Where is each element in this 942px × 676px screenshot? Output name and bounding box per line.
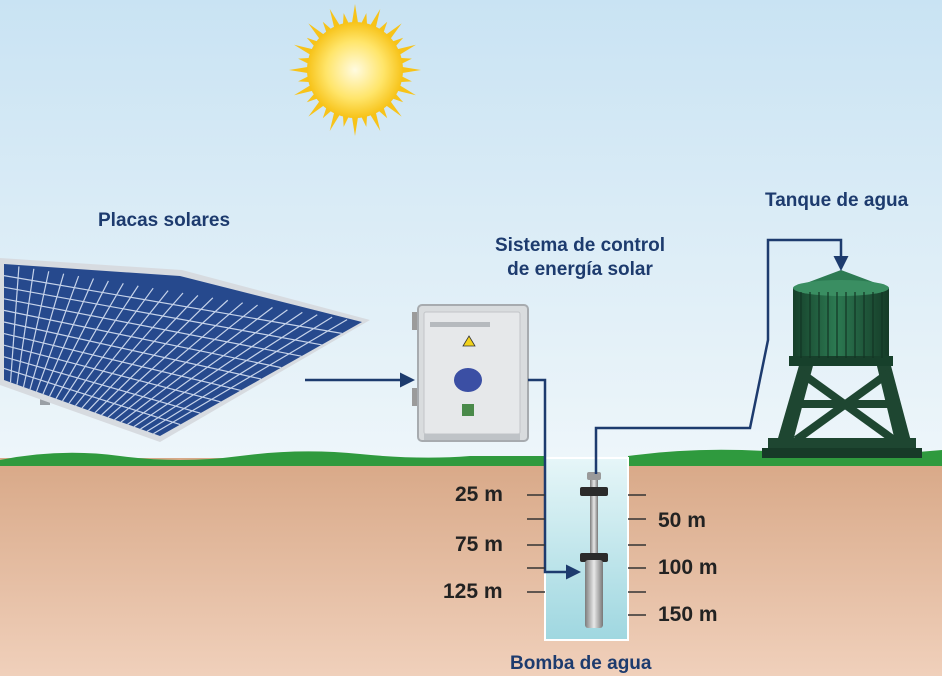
depth-label-left-1: 25 m	[455, 483, 503, 506]
solar-panels-label: Placas solares	[98, 210, 231, 231]
solar-panel-array	[0, 258, 370, 442]
depth-label-left-3: 125 m	[443, 580, 503, 603]
solar-control-system-box	[412, 304, 529, 442]
water-pump-label: Bomba de agua	[510, 653, 652, 674]
cable-controller-to-pump	[528, 378, 581, 580]
grass	[0, 449, 942, 466]
depth-label-right-3: 150 m	[658, 603, 718, 626]
control-system-label-line2: de energía solar	[507, 259, 653, 280]
ground	[0, 458, 942, 676]
water-tank	[762, 270, 922, 458]
control-system-label: Sistema de control de energía solar	[470, 234, 690, 282]
depth-ticks	[527, 494, 646, 616]
flow-arrows	[305, 238, 849, 580]
water-tank-label: Tanque de agua	[765, 190, 909, 211]
sun-icon	[289, 4, 421, 136]
submersible-pump	[580, 472, 608, 628]
control-system-label-line1: Sistema de control	[495, 235, 665, 256]
depth-label-right-2: 100 m	[658, 556, 718, 579]
pipe-pump-to-tank	[594, 238, 849, 474]
depth-label-left-2: 75 m	[455, 533, 503, 556]
depth-label-right-1: 50 m	[658, 509, 706, 532]
